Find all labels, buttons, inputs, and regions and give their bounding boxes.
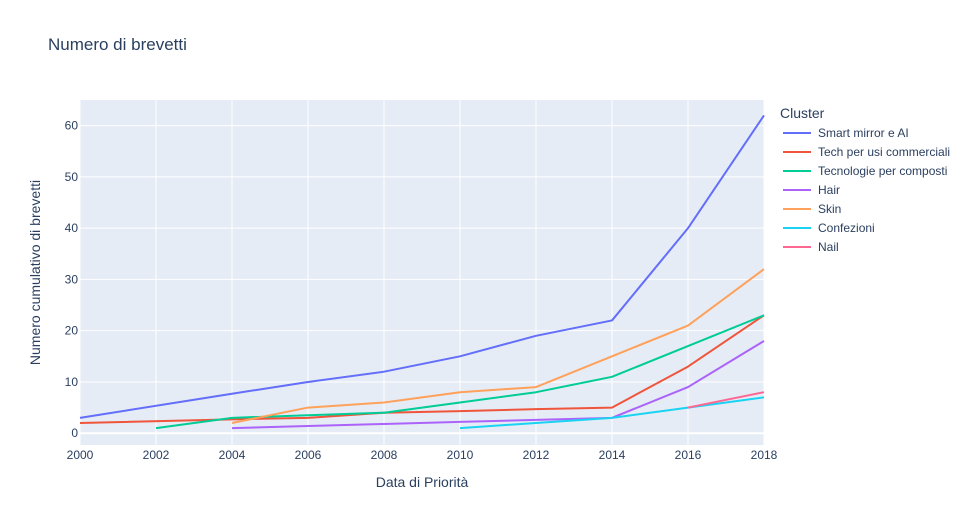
legend-item[interactable]: Nail bbox=[783, 240, 839, 254]
y-tick-label: 10 bbox=[65, 375, 79, 389]
y-tick-label: 20 bbox=[65, 324, 79, 338]
legend: Cluster Smart mirror e AI Tech per usi co… bbox=[780, 105, 950, 254]
x-axis-title: Data di Priorità bbox=[376, 474, 469, 490]
legend-label: Confezioni bbox=[818, 221, 875, 235]
plot-background bbox=[80, 100, 764, 445]
legend-item[interactable]: Skin bbox=[783, 202, 841, 216]
y-axis-title: Numero cumulativo di brevetti bbox=[27, 180, 43, 365]
legend-label: Nail bbox=[818, 240, 839, 254]
legend-item[interactable]: Tech per usi commerciali bbox=[783, 145, 950, 159]
y-tick-label: 0 bbox=[71, 426, 78, 440]
legend-item[interactable]: Confezioni bbox=[783, 221, 875, 235]
y-tick-label: 60 bbox=[65, 119, 79, 133]
x-tick-label: 2016 bbox=[675, 448, 702, 462]
legend-label: Skin bbox=[818, 202, 841, 216]
x-tick-label: 2012 bbox=[523, 448, 550, 462]
legend-label: Tech per usi commerciali bbox=[818, 145, 950, 159]
x-axis-ticks: 2000 2002 2004 2006 2008 2010 2012 2014 2016 2018 bbox=[67, 448, 778, 462]
legend-title: Cluster bbox=[780, 105, 825, 121]
x-tick-label: 2018 bbox=[751, 448, 778, 462]
x-tick-label: 2010 bbox=[447, 448, 474, 462]
x-tick-label: 2014 bbox=[599, 448, 626, 462]
x-tick-label: 2002 bbox=[143, 448, 170, 462]
x-tick-label: 2006 bbox=[295, 448, 322, 462]
y-axis-ticks: 0 10 20 30 40 50 60 bbox=[65, 119, 79, 441]
x-tick-label: 2004 bbox=[219, 448, 246, 462]
y-tick-label: 40 bbox=[65, 221, 79, 235]
legend-label: Smart mirror e AI bbox=[818, 126, 909, 140]
legend-label: Tecnologie per composti bbox=[818, 164, 947, 178]
y-tick-label: 50 bbox=[65, 170, 79, 184]
x-tick-label: 2008 bbox=[371, 448, 398, 462]
chart-title: Numero di brevetti bbox=[48, 35, 187, 54]
legend-item[interactable]: Tecnologie per composti bbox=[783, 164, 947, 178]
legend-item[interactable]: Smart mirror e AI bbox=[783, 126, 909, 140]
y-tick-label: 30 bbox=[65, 272, 79, 286]
legend-item[interactable]: Hair bbox=[783, 183, 840, 197]
x-tick-label: 2000 bbox=[67, 448, 94, 462]
legend-label: Hair bbox=[818, 183, 840, 197]
